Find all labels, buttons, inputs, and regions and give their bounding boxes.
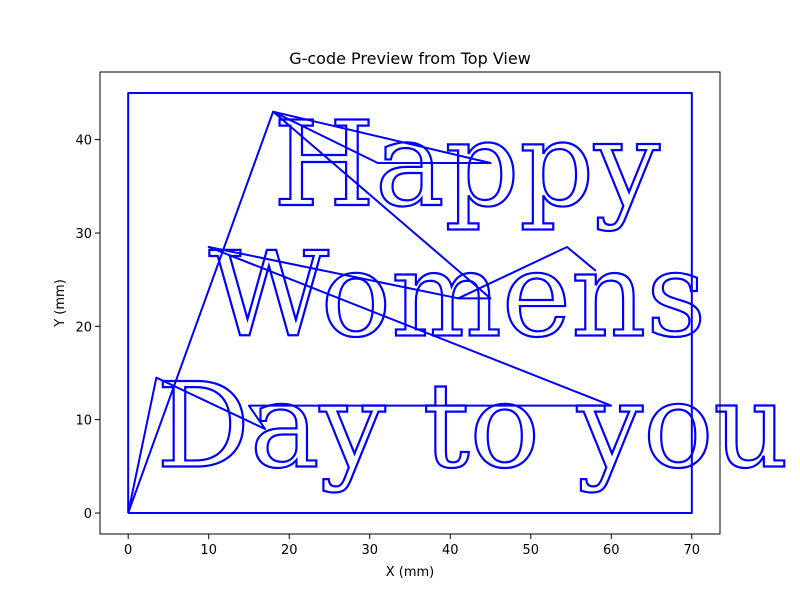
y-tick-label: 0 [84,507,92,522]
x-tick-label: 60 [603,543,620,558]
engraved-text-1: Happy [273,97,660,233]
x-tick-label: 70 [684,543,701,558]
engraved-text-2: Womens [209,228,706,364]
y-axis-label: Y (mm) [53,279,68,328]
plot-marks [127,92,693,514]
x-tick-label: 40 [442,543,459,558]
x-tick-label: 30 [361,543,378,558]
y-tick-label: 40 [75,134,92,149]
y-tick-label: 10 [75,414,92,429]
plot-frame [99,71,721,535]
series-line-travel-moves [127,110,613,514]
x-axis: 0 10 20 30 40 50 60 70 [124,534,700,558]
y-axis: 0 10 20 30 40 [75,134,100,522]
x-tick-label: 20 [281,543,298,558]
engraved-text-3: Day to you [156,358,788,494]
chart-title: G-code Preview from Top View [289,49,531,68]
y-tick-label: 20 [75,320,92,335]
x-tick-label: 50 [523,543,540,558]
x-axis-label: X (mm) [386,565,435,580]
x-tick-label: 10 [200,543,217,558]
series-line-border [127,92,693,514]
y-tick-label: 30 [75,227,92,242]
x-tick-label: 0 [124,543,132,558]
